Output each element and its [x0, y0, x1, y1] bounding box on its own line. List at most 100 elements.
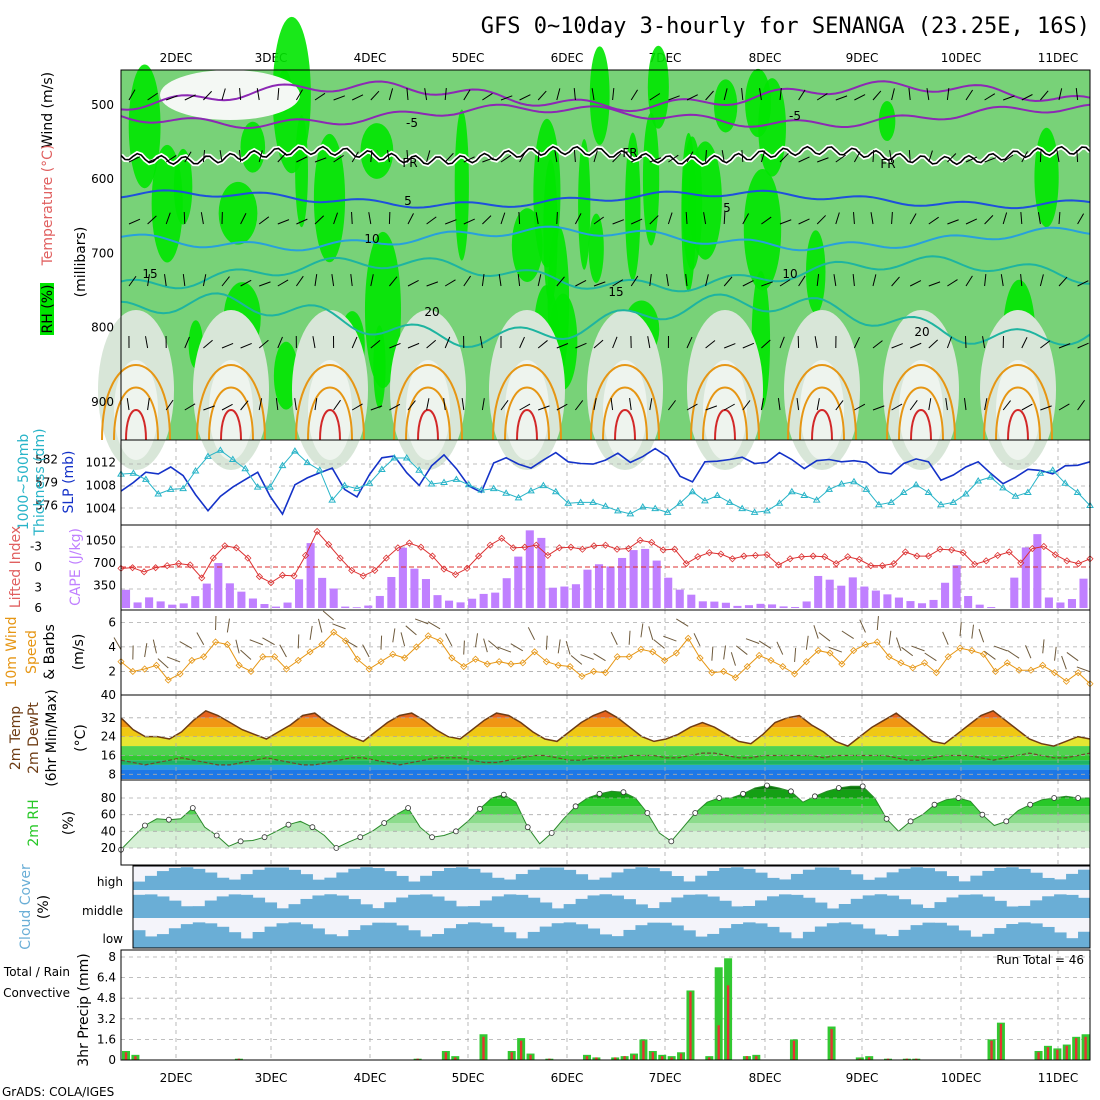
precip-convective-bar: [623, 1056, 626, 1060]
wind10-barb: [1042, 639, 1045, 654]
wind-barb: [798, 156, 810, 163]
lifted-index-point: [913, 552, 921, 560]
minmax-axis-label: (6hr Min/Max): [44, 689, 60, 786]
wind10-point: [259, 653, 267, 661]
cloud-high-bar: [276, 867, 290, 890]
lifted-index-point: [717, 550, 725, 558]
wind-axis-label: Wind (m/s): [40, 72, 56, 148]
wind10-axis-label: 10m Wind: [4, 616, 20, 687]
rh2m-point: [716, 795, 723, 801]
cloud-low-bar: [958, 930, 971, 948]
wind-barb: [705, 149, 707, 163]
rh2m-point: [1027, 801, 1034, 808]
lifted-index-point: [244, 554, 252, 562]
wind-barb: [835, 212, 840, 225]
wind10-point: [117, 658, 125, 666]
warm-temp-contour: [295, 364, 365, 441]
cape-bar: [179, 603, 188, 608]
cloud-middle-bar: [420, 894, 433, 918]
wind-barb: [519, 151, 527, 163]
thickness-point: [390, 453, 399, 461]
cape-bar: [248, 598, 257, 608]
wind10-barb: [758, 640, 772, 649]
cloud-low-bar: [671, 925, 684, 948]
wind-barb: [537, 149, 540, 163]
cloud-middle-bar: [755, 900, 768, 918]
wind10-point: [353, 655, 361, 663]
cape-bar: [744, 605, 754, 608]
lifted-index-point: [1017, 559, 1025, 567]
wind-barb: [705, 90, 714, 101]
cloud-high-bar: [348, 868, 361, 890]
wind10-barb: [876, 616, 879, 631]
wind-barb: [331, 274, 335, 287]
rh2m-point: [476, 805, 483, 812]
wind-barb: [965, 156, 978, 163]
thickness-point: [812, 496, 821, 503]
wind-barb: [556, 403, 568, 411]
wind10-barb: [971, 624, 975, 639]
wind10-point: [625, 653, 633, 661]
wind-barb: [724, 343, 736, 349]
temp-band-group: [121, 710, 1090, 779]
thickness-point: [440, 478, 448, 485]
precip-legend-rain: Total / Rain: [3, 965, 70, 979]
wind-barb: [816, 274, 820, 287]
temp-contour--10: [120, 80, 1091, 113]
wind-barb: [870, 212, 874, 225]
wind10-barb: [445, 633, 453, 647]
wind-barb: [612, 88, 615, 101]
date-label-bottom: 2DEC: [160, 1071, 193, 1085]
wind-barb: [779, 88, 782, 101]
precip-convective-bar: [755, 1056, 758, 1060]
warm-temp-contour: [319, 409, 341, 441]
wind10-line: [120, 631, 1091, 685]
thickness-point: [266, 483, 274, 490]
wind10-point: [991, 667, 1000, 676]
wind10-axis-label-4: (m/s): [71, 634, 87, 671]
wind-barb: [1039, 274, 1044, 287]
lifted-index-point: [878, 562, 886, 570]
rh-tick: 60: [101, 808, 116, 822]
cloud-middle-bar: [946, 897, 959, 918]
lifted-index-point: [1005, 548, 1013, 556]
temp-band: [121, 764, 1090, 770]
wind-barb: [928, 281, 941, 287]
thickness-point: [415, 466, 424, 473]
wind-barb: [407, 279, 419, 287]
precip-convective-bar: [510, 1052, 513, 1060]
cloud-high-bar: [647, 868, 660, 890]
precip-convective-bar: [585, 1056, 589, 1060]
wind-barb: [928, 216, 939, 225]
wind-barb: [984, 215, 994, 225]
lifted-index-point: [613, 545, 621, 553]
rh2m-point: [620, 789, 627, 796]
rh-high-area: [625, 132, 641, 281]
cloud-level-middle: middle: [82, 904, 123, 918]
wind10-barb: [911, 645, 925, 652]
wind10-point: [330, 628, 338, 636]
precip-convective-bar: [1084, 1036, 1087, 1060]
cloud-high-bar: [396, 875, 409, 890]
wind10-barb: [463, 640, 465, 655]
wind-barb: [426, 281, 439, 287]
date-label-top: 8DEC: [749, 51, 782, 65]
wind10-barb: [1054, 646, 1057, 661]
cape-bar: [156, 601, 165, 608]
rh2m-point: [500, 791, 507, 798]
lifted-index-point: [463, 564, 471, 572]
wind10-point: [672, 649, 680, 657]
lifted-index-point: [890, 560, 898, 568]
wind-barb: [891, 343, 903, 349]
temp-line: [120, 709, 1091, 747]
wind10-point: [211, 638, 220, 646]
wind10-point: [637, 645, 645, 653]
wind10-barb: [895, 637, 902, 652]
lifted-index-point: [832, 560, 840, 568]
date-label-bottom: 4DEC: [354, 1071, 387, 1085]
rh-high-area: [373, 325, 386, 409]
wind-barb: [203, 405, 215, 411]
wind-barb: [126, 398, 130, 411]
wind-barb: [500, 154, 512, 163]
cloud-middle-bar: [922, 907, 935, 918]
